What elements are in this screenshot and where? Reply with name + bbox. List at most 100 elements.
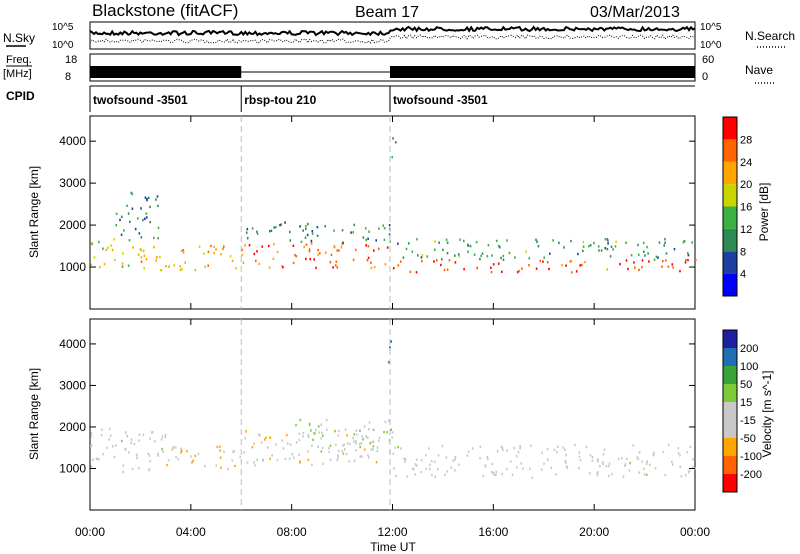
data-cell: [448, 259, 451, 262]
data-cell: [649, 463, 651, 467]
data-cell: [275, 443, 277, 446]
data-cell: [109, 434, 112, 437]
data-cell: [420, 470, 422, 474]
data-cell: [373, 265, 376, 269]
data-cell: [207, 250, 210, 253]
data-cell: [663, 244, 665, 247]
data-cell: [384, 263, 387, 266]
data-cell: [311, 444, 313, 447]
data-cell: [607, 464, 610, 468]
colorbar-swatch: [723, 420, 737, 438]
data-cell: [637, 253, 640, 256]
data-cell: [102, 247, 104, 250]
data-cell: [298, 453, 300, 456]
data-cell: [555, 473, 557, 476]
data-cell: [591, 456, 594, 459]
data-cell: [362, 236, 365, 239]
data-cell: [166, 463, 168, 467]
data-cell: [122, 252, 124, 255]
data-cell: [335, 443, 337, 447]
data-cell: [144, 196, 147, 199]
data-cell: [664, 238, 666, 241]
x-tick-label: 00:00: [75, 525, 105, 539]
freq-band: [90, 66, 242, 78]
data-cell: [353, 459, 356, 462]
data-cell: [547, 458, 549, 461]
data-cell: [589, 454, 592, 457]
data-cell: [269, 436, 272, 439]
data-cell: [604, 238, 607, 241]
data-cell: [284, 457, 287, 461]
data-cell: [495, 473, 497, 476]
colorbar-tick-label: -15: [740, 415, 756, 427]
data-cell: [181, 268, 183, 271]
data-cell: [582, 240, 585, 244]
data-cell: [318, 431, 320, 434]
data-cell: [647, 252, 649, 255]
data-cell: [145, 258, 148, 261]
data-cell: [530, 444, 532, 447]
data-cell: [215, 248, 217, 251]
data-cell: [365, 435, 367, 438]
colorbar-swatch: [723, 330, 737, 348]
data-cell: [204, 265, 206, 269]
data-cell: [342, 452, 345, 455]
data-cell: [664, 474, 667, 477]
data-cell: [320, 423, 323, 426]
data-cell: [602, 453, 605, 456]
data-cell: [308, 248, 311, 251]
data-cell: [662, 260, 664, 263]
data-cell: [131, 207, 134, 210]
data-cell: [317, 445, 319, 448]
data-cell: [298, 432, 301, 435]
data-cell: [643, 473, 646, 476]
data-cell: [354, 248, 357, 252]
data-cell: [481, 252, 484, 255]
data-cell: [602, 462, 604, 466]
data-cell: [517, 450, 520, 454]
data-cell: [615, 240, 617, 243]
data-cell: [355, 439, 357, 443]
data-cell: [295, 255, 298, 258]
data-cell: [186, 449, 188, 453]
data-cell: [561, 263, 563, 267]
data-cell: [536, 240, 538, 244]
data-cell: [248, 244, 251, 247]
data-cell: [394, 446, 396, 449]
data-cell: [122, 464, 125, 467]
colorbar-tick-label: 20: [740, 179, 752, 191]
data-cell: [384, 420, 387, 424]
data-cell: [463, 239, 465, 243]
data-cell: [446, 252, 449, 255]
power-colorbar: 28 24 20 16 12 8 4: [722, 116, 752, 297]
data-cell: [352, 258, 355, 262]
data-cell: [664, 241, 666, 244]
velocity-plot-area: [89, 318, 696, 511]
data-cell: [361, 455, 363, 458]
data-cell: [157, 226, 160, 230]
data-cell: [336, 458, 339, 462]
data-cell: [368, 456, 370, 459]
data-cell: [377, 439, 380, 442]
data-cell: [608, 462, 611, 465]
data-cell: [404, 458, 407, 461]
data-cell: [271, 454, 273, 457]
data-cell: [134, 227, 137, 231]
data-cell: [408, 242, 410, 245]
data-cell: [637, 457, 640, 461]
data-cell: [630, 254, 633, 257]
data-cell: [131, 467, 134, 471]
data-cell: [355, 429, 358, 432]
data-cell: [124, 431, 127, 434]
data-cell: [486, 255, 489, 258]
data-cell: [315, 429, 317, 432]
data-cell: [404, 460, 406, 463]
data-cell: [563, 246, 565, 249]
data-cell: [633, 261, 635, 264]
colorbar-swatch: [723, 402, 737, 420]
data-cell: [289, 239, 292, 242]
data-cell: [687, 252, 689, 255]
data-cell: [598, 249, 600, 252]
data-cell: [144, 217, 146, 220]
data-cell: [506, 239, 508, 242]
